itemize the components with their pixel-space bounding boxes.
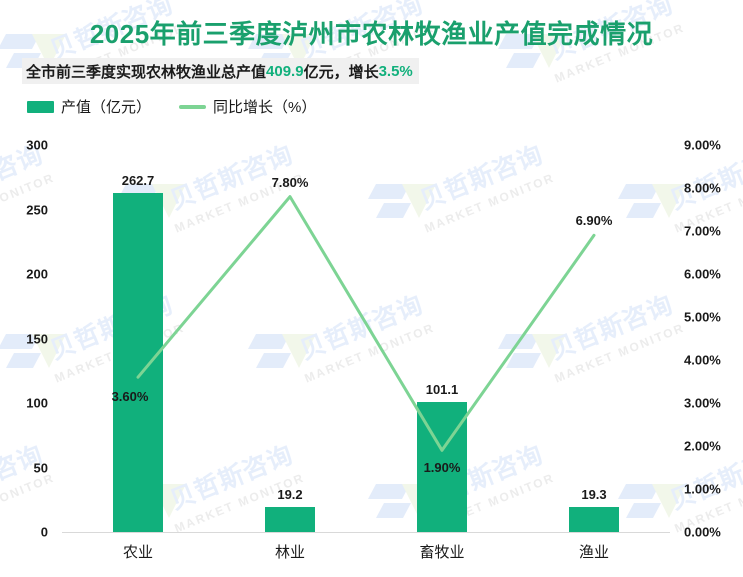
y-tick-right-label: 2.00% <box>684 438 721 454</box>
growth-value-label: 7.80% <box>271 174 309 190</box>
y-tick-left-label: 50 <box>33 460 48 475</box>
subtitle-banner: 全市前三季度实现农林牧渔业总产值 409.9 亿元，增长 3.5% <box>22 58 419 84</box>
page-title: 2025年前三季度泸州市农林牧渔业产值完成情况 <box>89 19 654 49</box>
y-tick-right-label: 9.00% <box>684 137 721 153</box>
subtitle-highlight-growth: 3.5% <box>378 62 413 80</box>
bar-林业[interactable] <box>265 507 315 532</box>
x-axis-label-畜牧业: 畜牧业 <box>419 544 465 561</box>
x-axis-label-农业: 农业 <box>122 544 153 561</box>
growth-value-label: 3.60% <box>111 389 149 405</box>
y-tick-right-label: 7.00% <box>684 223 721 239</box>
bar-value-label: 19.3 <box>581 487 607 503</box>
y-tick-left-label: 250 <box>26 202 48 217</box>
subtitle-text-part2: 亿元，增长 <box>303 63 379 81</box>
line-series <box>136 195 596 452</box>
bar-value-label: 19.2 <box>277 487 303 503</box>
subtitle-text-part1: 全市前三季度实现农林牧渔业总产值 <box>26 63 267 81</box>
y-tick-right-label: 1.00% <box>684 481 721 497</box>
y-tick-left-label: 100 <box>26 395 48 411</box>
y-tick-right-label: 6.00% <box>684 266 721 282</box>
y-tick-left-label: 200 <box>26 266 48 282</box>
line-swatch-icon <box>179 104 207 109</box>
bar-农业[interactable] <box>113 193 163 532</box>
growth-value-label: 6.90% <box>575 213 613 229</box>
y-tick-left-label: 300 <box>26 137 48 153</box>
plot-area: 0 50 100 150 200 250 300 0.00% 1.00% 2.00% 3.00% 4… <box>26 138 721 562</box>
x-axis-label-渔业: 渔业 <box>578 544 609 561</box>
y-tick-right-label: 4.00% <box>684 352 721 368</box>
subtitle-highlight-total: 409.9 <box>266 62 304 80</box>
y-tick-right-label: 3.00% <box>684 395 721 411</box>
y-tick-right-label: 8.00% <box>684 180 721 196</box>
legend-label-growth-rate: 同比增长（%） <box>213 99 317 116</box>
bar-value-label: 101.1 <box>425 381 459 397</box>
bar-swatch-icon <box>27 100 54 113</box>
y-tick-right-label: 0.00% <box>684 524 721 540</box>
growth-line-path <box>136 195 596 452</box>
growth-value-label: 1.90% <box>423 460 461 476</box>
x-axis-line <box>62 532 670 533</box>
x-axis-label-林业: 林业 <box>274 544 305 561</box>
legend-label-output-value: 产值（亿元） <box>61 99 152 116</box>
bar-渔业[interactable] <box>569 507 619 532</box>
y-tick-left-label: 0 <box>40 524 48 540</box>
legend-item-growth-rate[interactable]: 同比增长（%） <box>179 96 316 117</box>
legend-item-output-value[interactable]: 产值（亿元） <box>27 96 151 117</box>
y-tick-right-label: 5.00% <box>684 309 721 325</box>
chart-legend: 产值（亿元） 同比增长（%） <box>27 96 316 117</box>
y-tick-left-label: 150 <box>26 331 48 346</box>
